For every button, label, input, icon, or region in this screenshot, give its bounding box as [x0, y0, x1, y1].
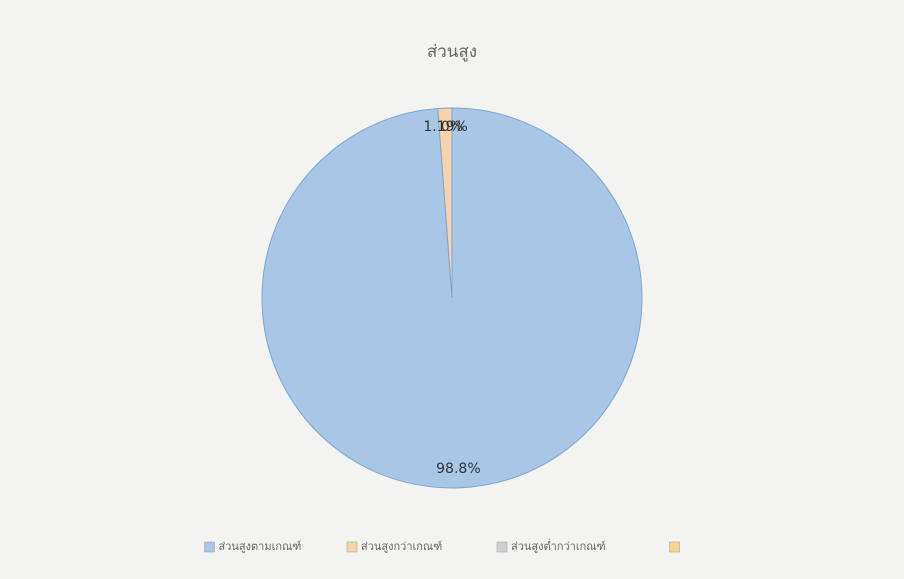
- legend-swatch: [346, 541, 358, 553]
- data-label: 1.19%: [423, 119, 467, 135]
- legend-swatch: [496, 541, 508, 553]
- legend-label: ส่วนสูงต่ำกว่าเกณฑ์: [511, 538, 606, 553]
- data-label: 0%: [441, 119, 463, 135]
- legend-swatch: [669, 541, 680, 553]
- legend-label: ส่วนสูงกว่าเกณฑ์: [361, 540, 442, 553]
- legend-swatch: [204, 541, 215, 553]
- chart-title: ส่วนสูง: [427, 42, 477, 62]
- data-label: 98.8%: [436, 461, 480, 477]
- legend-label: ส่วนสูงตามเกณฑ์: [219, 540, 302, 553]
